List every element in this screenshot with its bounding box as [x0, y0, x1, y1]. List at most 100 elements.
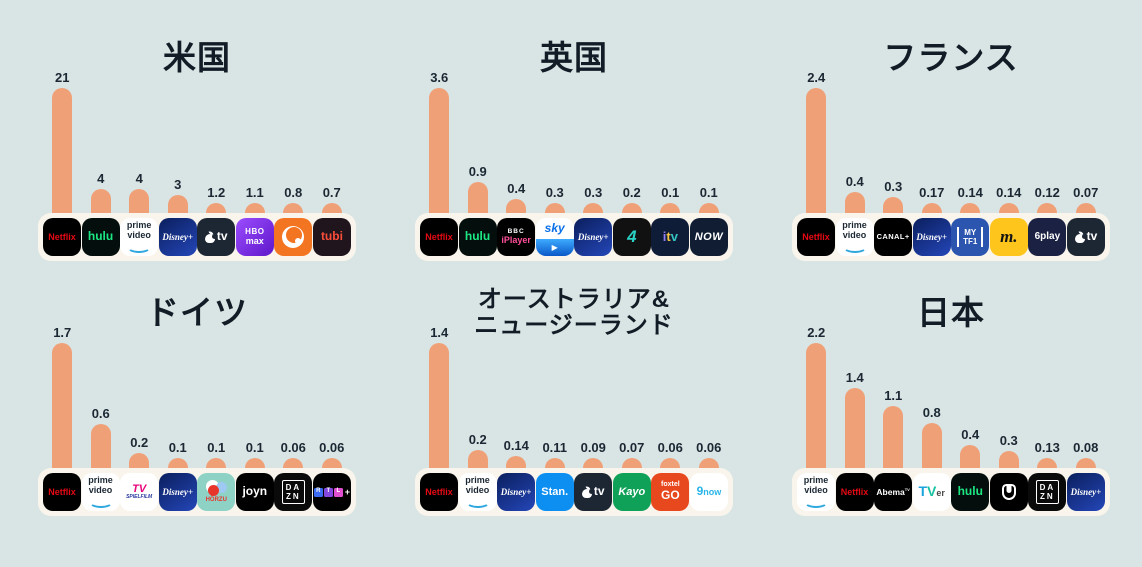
icon-text: video [842, 230, 867, 240]
kayo-icon: Kayo [612, 473, 651, 511]
chart-title-line: ドイツ [146, 294, 248, 332]
chart-title: 英国 [415, 28, 733, 88]
prime-icon: prime video [120, 218, 159, 256]
netflix-icon: Netflix [420, 218, 458, 256]
bar-value-label: 0.1 [245, 440, 264, 455]
icon-text: Netflix [48, 231, 76, 242]
netflix-icon: Netflix [797, 218, 835, 256]
bar-slot: 0.09 [574, 343, 613, 468]
play-icon: ▶ [551, 242, 558, 252]
bar-slot: 0.8 [274, 88, 313, 213]
bar-apple-tv [206, 203, 227, 213]
apple-body [1074, 233, 1085, 243]
tvspielfilm-icon: TV SPIELFILM [120, 473, 159, 511]
now-icon: NOW [689, 218, 728, 256]
prime-icon: prime video [835, 218, 874, 256]
bar-netflix [52, 343, 73, 468]
bar-plot: 1.4 0.2 0.14 0.11 0.09 0.07 0.06 0.06 [415, 325, 733, 468]
bar-value-label: 0.8 [284, 185, 303, 200]
bar-value-label: 2.4 [807, 70, 826, 85]
hoerzu-circles-icon [203, 479, 229, 497]
bar-hulu [90, 189, 111, 213]
bar-plot: 2.4 0.4 0.3 0.17 0.14 0.14 0.12 0.07 [792, 70, 1110, 213]
icon-text: video [804, 485, 828, 495]
bar-slot: 0.3 [536, 88, 575, 213]
icon-text: Netflix [840, 486, 869, 497]
bar-bbc-iplayer [506, 199, 527, 213]
disney-icon: Disney+ [158, 218, 197, 256]
bar-slot: 0.1 [651, 88, 690, 213]
bar-value-label: 0.06 [280, 440, 306, 455]
bar-slot: 0.06 [313, 343, 352, 468]
icon-text: ZN [286, 491, 301, 501]
netflix-icon: Netflix [43, 473, 81, 511]
icon-text: Disney+ [577, 231, 609, 242]
sky-play-area: ▶ [535, 239, 574, 256]
bar-kayo [621, 458, 642, 468]
bar-slot: 0.07 [1067, 88, 1106, 213]
icon-text: hulu [464, 229, 491, 244]
bar-slot: 0.3 [574, 88, 613, 213]
bar-tubi [321, 203, 342, 213]
bar-joyn [244, 458, 265, 468]
bar-plot: 21 4 4 3 1.2 1.1 0.8 0.7 [38, 70, 356, 213]
icon-text: video [88, 485, 113, 495]
bar-plot: 2.2 1.4 1.1 0.8 0.4 0.3 0.13 0.08 [792, 325, 1110, 468]
bar-slot: 0.07 [613, 343, 652, 468]
bar-value-label: 1.1 [884, 387, 903, 403]
bar-slot: 0.4 [836, 88, 875, 213]
bar-value-label: 2.2 [807, 325, 826, 340]
icon-text: T [918, 483, 928, 500]
bar-u-next [998, 450, 1019, 468]
bar-apple-tv [1075, 203, 1096, 213]
icon-text: HÖRZU [205, 497, 227, 504]
icon-text: V [927, 483, 937, 500]
rtl-blocks: R T L + [313, 487, 350, 497]
bar-netflix [806, 88, 827, 213]
appletv-icon: tv [574, 473, 613, 511]
apple-bite [1081, 233, 1087, 239]
bar-hulu [467, 181, 488, 213]
smile-arc-icon [842, 241, 867, 254]
dazn-icon: DA ZN [1028, 473, 1067, 511]
shield-icon [1001, 484, 1016, 500]
bar-value-label: 0.06 [657, 440, 683, 455]
smile-arc-icon [804, 496, 828, 509]
icon-text: Stan. [541, 485, 569, 498]
bar-value-label: 0.1 [168, 440, 187, 455]
crunchyroll-crescent-icon [282, 226, 305, 248]
bar-hulu [960, 445, 981, 468]
bar-disney- [167, 458, 188, 468]
bar-disney- [1075, 458, 1096, 468]
icon-text: Disney+ [162, 231, 193, 242]
icon-text: prime [842, 220, 867, 231]
bar-value-label: 0.3 [999, 432, 1018, 448]
bar-6play [1037, 203, 1058, 213]
bar-dazn [1037, 458, 1058, 468]
bar-slot: 0.1 [159, 343, 198, 468]
bar-slot: 1.4 [420, 325, 459, 468]
icon-text: GO [661, 488, 680, 503]
apple-body [204, 233, 215, 243]
netflix-icon: Netflix [43, 218, 81, 256]
sky-icon: sky ▶ [535, 218, 574, 256]
chart-title-line: オーストラリア& [477, 286, 671, 314]
icon-text: tubi [320, 229, 343, 244]
hulu-icon: hulu [81, 218, 120, 256]
icon-text: CANAL+ [876, 232, 910, 242]
chart-germany: ドイツ 1.7 0.6 0.2 0.1 0.1 0.1 0.06 0.06 Netflix prim… [38, 283, 356, 516]
unext-icon [989, 473, 1028, 511]
icon-text: prime [126, 220, 152, 231]
bar-slot: 0.2 [459, 343, 498, 468]
smile-arc-icon [127, 241, 152, 254]
bar-value-label: 0.1 [207, 440, 226, 455]
chart-title-line: 日本 [917, 294, 985, 332]
bar-slot: 0.11 [536, 343, 575, 468]
apple-bite [211, 233, 217, 239]
abema-icon: Abema TV [874, 473, 913, 511]
chart-title-line: 米国 [163, 39, 231, 77]
bar-value-label: 3 [174, 177, 182, 193]
